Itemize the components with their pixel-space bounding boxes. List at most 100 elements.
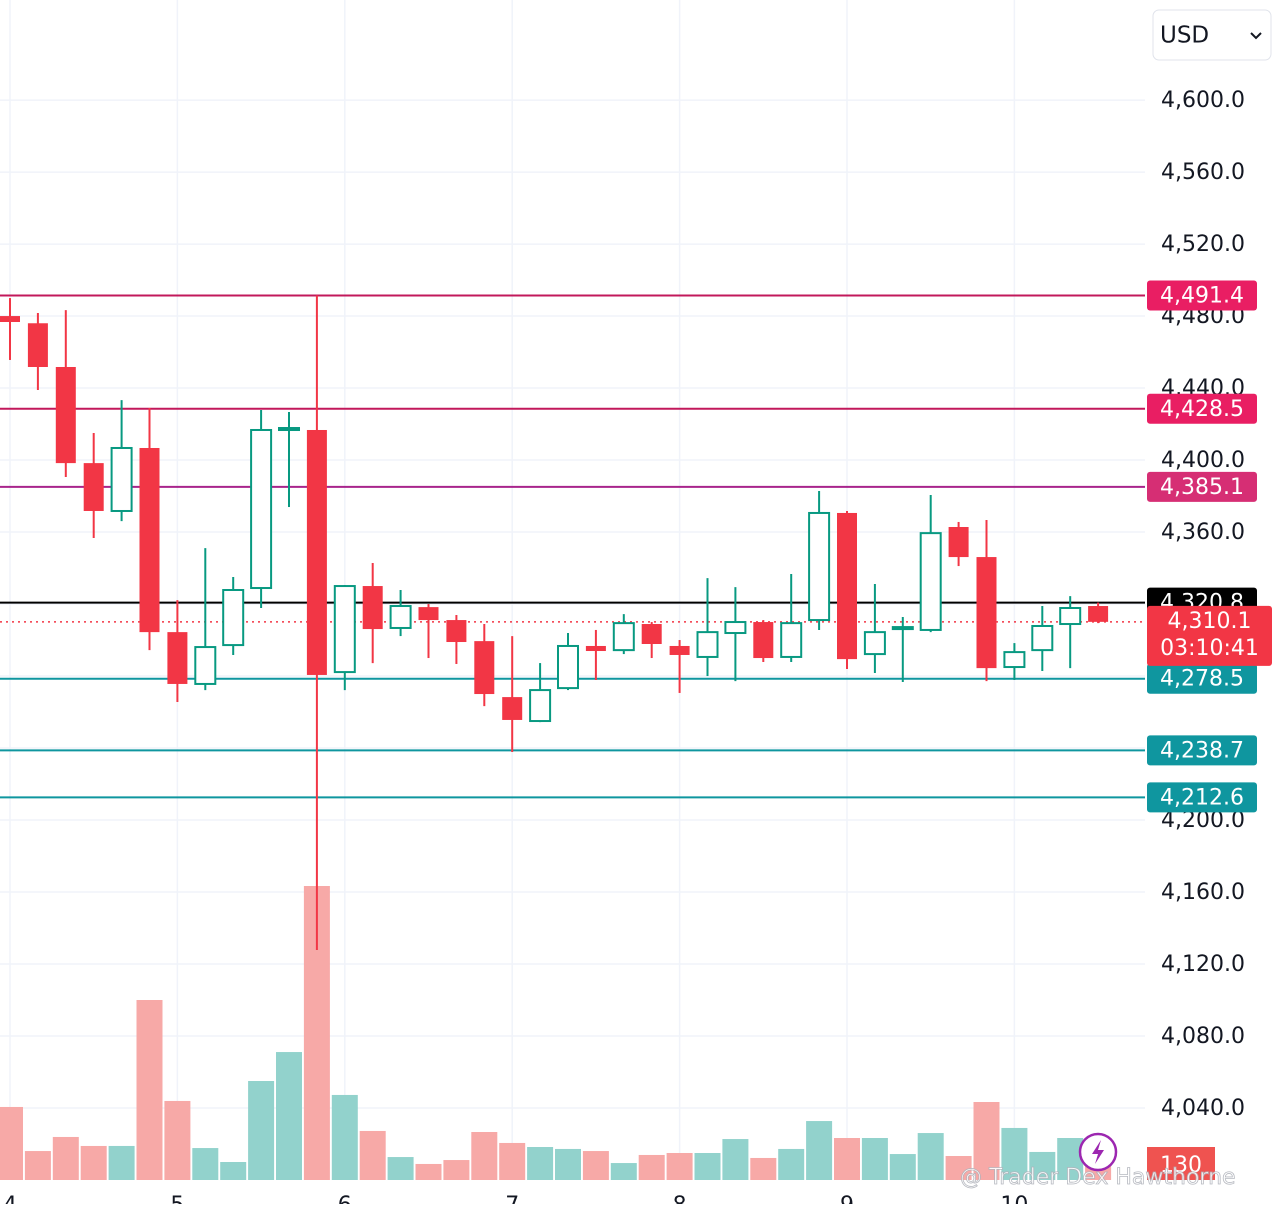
volume-bar	[666, 1153, 693, 1180]
volume-bar	[331, 1094, 358, 1180]
candle-body	[55, 366, 76, 464]
lightning-icon[interactable]	[1092, 1140, 1104, 1164]
price-tag	[1147, 663, 1257, 694]
volume-bar	[694, 1153, 721, 1180]
price-tag	[1147, 605, 1272, 666]
volume-bar	[778, 1148, 805, 1180]
candle-body	[306, 429, 327, 675]
x-tick-label: 8	[673, 1193, 687, 1204]
volume-bar	[443, 1160, 470, 1180]
volume-bar	[834, 1138, 860, 1180]
y-tick-label: 4,120.0	[1161, 952, 1245, 977]
volume-tag-label: 130	[1160, 1153, 1202, 1178]
volume-bar	[861, 1138, 888, 1180]
volume-tag	[1147, 1147, 1215, 1180]
y-tick-label: 4,600.0	[1161, 88, 1245, 113]
candle-body	[585, 645, 606, 652]
candle-body	[110, 446, 133, 512]
volume-bar	[555, 1148, 581, 1180]
volume-bar	[889, 1154, 916, 1180]
candle-body	[919, 532, 942, 631]
x-tick-label: 9	[840, 1193, 854, 1204]
candles	[0, 295, 1109, 950]
candle-body	[167, 632, 188, 684]
y-tick-label: 4,080.0	[1161, 1024, 1245, 1049]
candle-body	[753, 622, 774, 659]
volume-bar	[248, 1081, 275, 1180]
volume-bar	[973, 1102, 1000, 1180]
volume-bar	[582, 1151, 609, 1180]
candle-body	[0, 316, 20, 322]
candle-body	[948, 527, 969, 558]
volume-bar	[276, 1052, 302, 1180]
y-tick-label: 4,400.0	[1161, 448, 1245, 473]
price-tag-label: 4,278.5	[1160, 667, 1244, 692]
volume-bar	[108, 1145, 135, 1180]
price-tag-label: 4,385.1	[1160, 475, 1244, 500]
candle-body	[1059, 606, 1082, 626]
volume-bar	[52, 1136, 79, 1180]
candle-body	[83, 463, 104, 511]
volume-bar	[24, 1151, 51, 1180]
candle-body	[1031, 624, 1054, 652]
volume-bar	[1029, 1151, 1056, 1180]
volume-bar	[1001, 1127, 1028, 1180]
candle-body	[446, 620, 467, 643]
candle-body	[891, 626, 914, 631]
candle-body	[837, 512, 857, 660]
x-tick-label: 7	[505, 1193, 519, 1204]
candle-body	[863, 631, 886, 656]
candle-body	[641, 624, 662, 644]
candle-body	[976, 557, 997, 669]
price-tag	[1147, 280, 1257, 311]
volume-bar	[471, 1132, 498, 1180]
volume-bar	[499, 1142, 526, 1180]
volume-bar	[136, 1000, 163, 1180]
price-tag	[1147, 782, 1257, 813]
currency-label[interactable]: USD	[1160, 23, 1209, 49]
price-tag	[1147, 393, 1257, 424]
volume-bar	[722, 1139, 749, 1180]
candle-body	[418, 607, 439, 621]
lightning-button[interactable]	[1078, 1132, 1118, 1172]
candle-body	[139, 447, 160, 633]
price-tag-label: 4,212.6	[1160, 785, 1244, 810]
volume-bar	[164, 1100, 191, 1180]
candle-body	[724, 621, 747, 635]
x-tick-label: 10	[1000, 1193, 1028, 1204]
candle-body	[250, 428, 273, 590]
volume-bar	[806, 1121, 833, 1180]
candle-body	[1003, 651, 1026, 669]
candle-body	[333, 585, 356, 674]
volume-bar	[80, 1145, 107, 1180]
candle-body	[808, 511, 831, 622]
price-tags: 4,491.44,428.54,385.14,320.84,278.54,238…	[1147, 280, 1272, 1180]
price-tag-label: 4,491.4	[1160, 284, 1244, 309]
candle-body	[502, 697, 523, 720]
currency-dropdown[interactable]: USD	[1152, 9, 1272, 61]
volume-bar	[415, 1163, 442, 1180]
volume-bar	[387, 1157, 414, 1180]
y-tick-label: 4,560.0	[1161, 160, 1245, 185]
candle-body	[1088, 606, 1109, 622]
watermark: @ Trader Dex Hawthorne	[960, 1165, 1236, 1190]
dropdown-box[interactable]	[1152, 9, 1272, 61]
candle-body	[696, 631, 719, 658]
candle-body	[557, 644, 579, 690]
levels	[0, 294, 1145, 799]
volume-bar	[750, 1157, 777, 1180]
x-tick-label: 6	[338, 1193, 352, 1204]
candle-body	[222, 589, 245, 647]
x-tick-label: 5	[170, 1193, 184, 1204]
y-tick-label: 4,160.0	[1161, 880, 1245, 905]
candle-body	[529, 689, 552, 723]
volume-pane	[0, 886, 1112, 1180]
candle-body	[612, 622, 635, 652]
grid	[0, 0, 1145, 1180]
volume-bar	[917, 1133, 944, 1180]
chevron[interactable]	[1250, 32, 1262, 40]
y-tick-label: 4,040.0	[1161, 1096, 1245, 1121]
candle-body	[780, 622, 803, 658]
volume-bar	[192, 1148, 219, 1180]
